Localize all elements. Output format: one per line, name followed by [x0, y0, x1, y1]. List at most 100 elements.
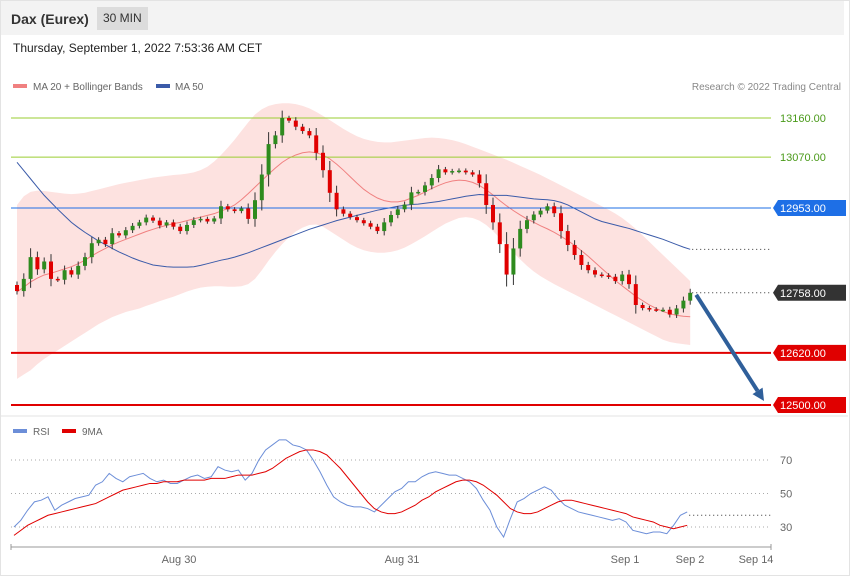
candle: [613, 273, 618, 284]
forecast-arrow: [694, 293, 764, 401]
candle: [89, 237, 94, 264]
candles: [15, 110, 693, 318]
candle: [593, 267, 597, 278]
candle: [348, 211, 353, 220]
candle: [96, 237, 101, 246]
rsi-legend-label: RSI: [33, 427, 50, 438]
candle: [110, 228, 115, 250]
level-label-box: [773, 397, 846, 413]
candle: [178, 223, 183, 234]
candle: [667, 306, 672, 318]
x-tick-label: Aug 31: [385, 554, 420, 566]
candle: [579, 250, 584, 270]
level-label: 12758.00: [780, 288, 826, 300]
candle: [21, 273, 26, 297]
instrument-title: Dax (Eurex): [11, 11, 89, 27]
candle: [225, 203, 230, 212]
candle: [42, 257, 47, 274]
rsi-ma-legend-label: 9MA: [82, 427, 103, 438]
candle: [246, 203, 251, 224]
candle: [35, 251, 40, 275]
candle: [450, 168, 455, 175]
candle: [565, 224, 570, 252]
candle: [334, 185, 339, 217]
candle: [314, 128, 319, 161]
candle: [491, 197, 495, 230]
level-label-box: [773, 200, 846, 217]
candle: [463, 168, 468, 175]
rsi-line: [13, 439, 688, 539]
ma50-line: [16, 162, 691, 268]
candle: [293, 117, 298, 131]
candle: [599, 272, 604, 278]
x-tick-label: Aug 30: [162, 554, 197, 566]
candle: [457, 168, 461, 174]
candle: [212, 216, 217, 224]
candle: [470, 170, 475, 177]
candle: [633, 275, 638, 314]
candle: [185, 221, 189, 235]
timestamp: Thursday, September 1, 2022 7:53:36 AM C…: [13, 41, 263, 55]
candle: [239, 206, 244, 214]
candle: [191, 217, 196, 228]
candle: [157, 217, 162, 229]
ma50-legend-label: MA 50: [175, 82, 204, 93]
candle: [28, 248, 33, 288]
candle: [62, 265, 67, 285]
level-label: 12620.00: [780, 348, 826, 360]
candle: [232, 207, 237, 214]
rsi-ma-line: [13, 449, 688, 536]
x-axis-ticks: Aug 30 Aug 31 Sep 1 Sep 2 Sep 14: [10, 544, 773, 566]
candle: [545, 203, 550, 214]
level-label: 13160.00: [780, 113, 826, 125]
candle: [654, 307, 659, 312]
candle: [273, 131, 278, 149]
level-label: 13070.00: [780, 152, 826, 164]
candle: [205, 216, 210, 224]
timeframe-button[interactable]: 30 MIN: [97, 7, 148, 30]
candle: [572, 240, 577, 260]
x-tick-label: Sep 1: [611, 554, 640, 566]
candle: [477, 170, 482, 188]
candle: [253, 192, 257, 227]
candle: [361, 217, 366, 226]
candle: [55, 276, 60, 282]
candle: [518, 220, 523, 257]
rsi-tick-label: 70: [780, 455, 792, 467]
candle: [69, 267, 74, 278]
candle: [321, 145, 325, 178]
level-label: 12500.00: [780, 400, 826, 412]
candle: [504, 232, 509, 287]
candle: [198, 216, 203, 223]
candle: [511, 238, 516, 285]
candle: [171, 219, 176, 230]
candle: [559, 205, 563, 239]
candle: [280, 110, 285, 143]
ma20-line: [16, 151, 691, 318]
candle: [259, 164, 264, 211]
candle: [382, 218, 387, 236]
rsi-ma-legend-swatch: [62, 429, 76, 433]
candle: [497, 213, 502, 254]
candle: [15, 281, 19, 295]
candle: [300, 123, 305, 134]
candle: [49, 254, 53, 287]
candle: [307, 128, 312, 139]
candle: [327, 160, 332, 203]
candle: [266, 132, 271, 187]
candle: [443, 166, 448, 175]
candle: [117, 231, 121, 238]
ma20-legend-label: MA 20 + Bollinger Bands: [33, 82, 143, 93]
candle: [627, 269, 631, 289]
candle: [287, 115, 291, 123]
candle: [76, 261, 81, 279]
candle: [389, 211, 393, 227]
rsi-legend-swatch: [13, 429, 27, 433]
candle: [640, 302, 645, 311]
candle: [409, 186, 414, 211]
candle: [531, 211, 536, 224]
candle: [674, 305, 679, 318]
candle: [606, 273, 611, 279]
candle: [538, 207, 543, 218]
